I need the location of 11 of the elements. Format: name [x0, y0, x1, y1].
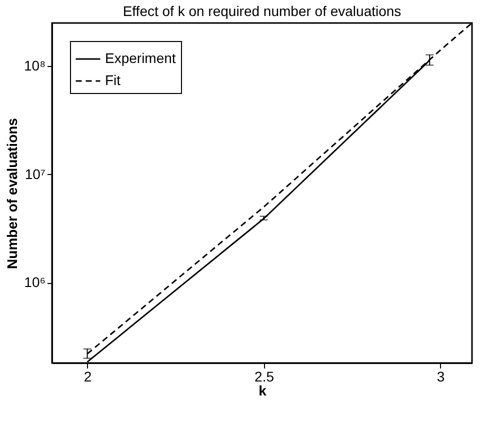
legend-label: Experiment	[105, 50, 176, 66]
x-tick-label: 2.5	[254, 368, 274, 384]
x-tick-label: 2	[84, 368, 92, 384]
chart-title: Effect of k on required number of evaluations	[122, 3, 402, 19]
x-axis-title: k	[258, 382, 267, 398]
y-tick-label: 10⁸	[24, 58, 46, 74]
y-tick-label: 10⁶	[24, 274, 46, 290]
legend-label: Fit	[105, 72, 121, 88]
y-axis-title: Number of evaluations	[4, 118, 20, 269]
x-tick-label: 3	[436, 368, 445, 384]
y-tick-label: 10⁷	[24, 166, 46, 182]
